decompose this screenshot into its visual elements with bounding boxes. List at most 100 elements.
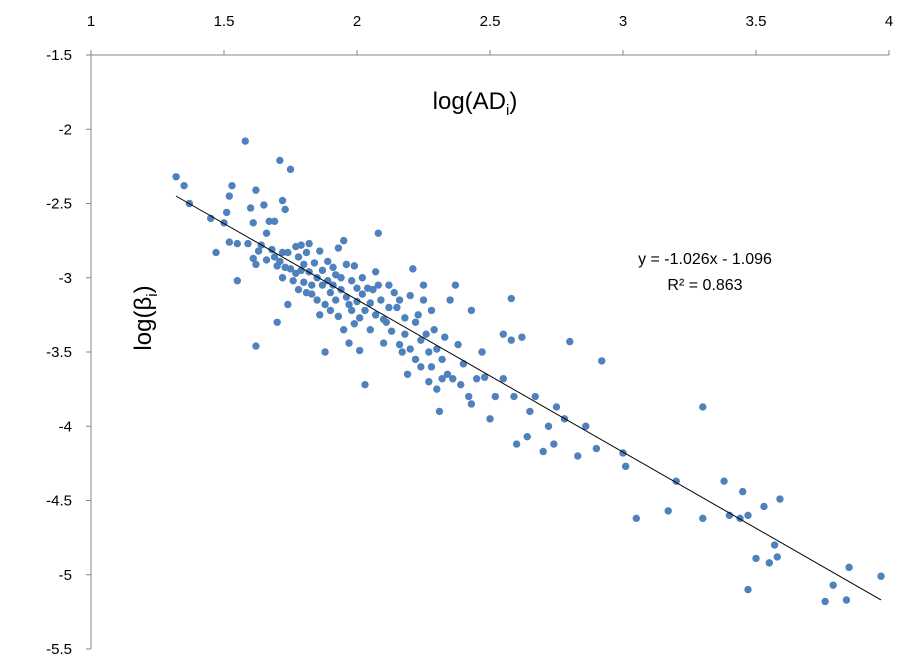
data-point (877, 572, 885, 580)
data-point (457, 380, 465, 389)
data-point (510, 392, 518, 401)
data-point (451, 281, 460, 289)
data-point (526, 407, 534, 416)
data-point (252, 186, 260, 194)
data-point (366, 326, 374, 334)
data-point (262, 229, 271, 237)
data-point (361, 306, 369, 315)
data-point (249, 254, 257, 263)
data-point (486, 415, 494, 423)
data-point (326, 306, 335, 315)
data-point (270, 253, 279, 261)
data-point (318, 281, 327, 289)
data-point (664, 507, 672, 515)
data-point (246, 204, 255, 212)
data-point (326, 288, 335, 297)
data-point (744, 585, 752, 594)
data-point (427, 306, 436, 315)
data-point (374, 281, 382, 289)
data-point (398, 348, 406, 356)
data-point (180, 181, 188, 190)
data-point (842, 596, 851, 604)
data-point (632, 514, 640, 523)
y-tick-label: -3 (59, 270, 72, 287)
data-point (425, 348, 433, 356)
y-tick-label: -5 (59, 567, 72, 584)
data-point (353, 297, 361, 306)
data-point (446, 296, 454, 304)
data-point (369, 285, 377, 294)
data-point (252, 260, 260, 269)
data-point (430, 326, 438, 334)
data-point (829, 581, 837, 589)
data-point (621, 462, 630, 471)
data-point (316, 311, 324, 319)
data-point (441, 333, 449, 341)
data-point (294, 253, 303, 261)
data-point (262, 256, 271, 264)
data-point (347, 306, 356, 315)
data-point (401, 314, 409, 322)
data-point (332, 296, 340, 304)
data-point (739, 487, 747, 496)
data-point (355, 314, 364, 322)
data-point (265, 217, 273, 226)
data-point (249, 219, 257, 227)
data-point (760, 502, 768, 511)
data-point (480, 373, 489, 381)
data-point (395, 340, 404, 349)
trendline (175, 195, 882, 601)
data-point (425, 378, 433, 386)
data-point (744, 511, 752, 520)
data-point (507, 336, 515, 344)
data-point (574, 452, 582, 460)
data-point (523, 432, 531, 441)
data-point (371, 311, 380, 319)
data-point (172, 173, 180, 181)
data-point (316, 247, 324, 255)
data-point (300, 278, 308, 286)
data-point (361, 380, 369, 389)
data-point (550, 440, 558, 448)
trendline-r-squared: R² = 0.863 (667, 277, 742, 294)
data-point (478, 348, 486, 356)
data-point (393, 303, 401, 312)
data-point (390, 288, 398, 297)
data-point (773, 553, 781, 561)
data-point (499, 330, 507, 338)
data-point (244, 239, 252, 248)
data-point (459, 360, 468, 368)
data-point (467, 306, 476, 315)
data-point (385, 303, 393, 312)
x-tick-label: 2.5 (480, 13, 501, 30)
y-tick-label: -4 (59, 418, 72, 435)
data-point (699, 403, 707, 411)
data-point (347, 277, 356, 285)
data-point (252, 342, 260, 350)
y-tick-label: -4.5 (46, 493, 72, 510)
x-tick-label: 4 (885, 13, 893, 30)
data-point (385, 281, 393, 289)
data-point (507, 294, 515, 303)
data-point (260, 201, 268, 209)
data-point (473, 375, 481, 383)
data-point (592, 444, 601, 453)
data-point (278, 248, 287, 257)
data-point (467, 400, 476, 408)
data-point (286, 165, 295, 174)
data-point (417, 336, 425, 344)
data-point (438, 355, 446, 364)
x-tick-labels: 1 1.5 2 2.5 3 3.5 4 (87, 13, 893, 30)
data-point (308, 281, 316, 289)
data-point (353, 284, 361, 292)
data-point (345, 339, 353, 347)
data-point (411, 355, 420, 364)
data-point (300, 260, 308, 269)
data-point (765, 559, 773, 567)
y-tick-labels: -1.5 -2 -2.5 -3 -3.5 -4 -4.5 -5 -5.5 (46, 47, 72, 658)
data-point (225, 238, 234, 246)
data-point (321, 300, 329, 309)
x-tick-label: 1.5 (214, 13, 235, 30)
data-point (324, 257, 332, 266)
data-point (377, 296, 385, 304)
